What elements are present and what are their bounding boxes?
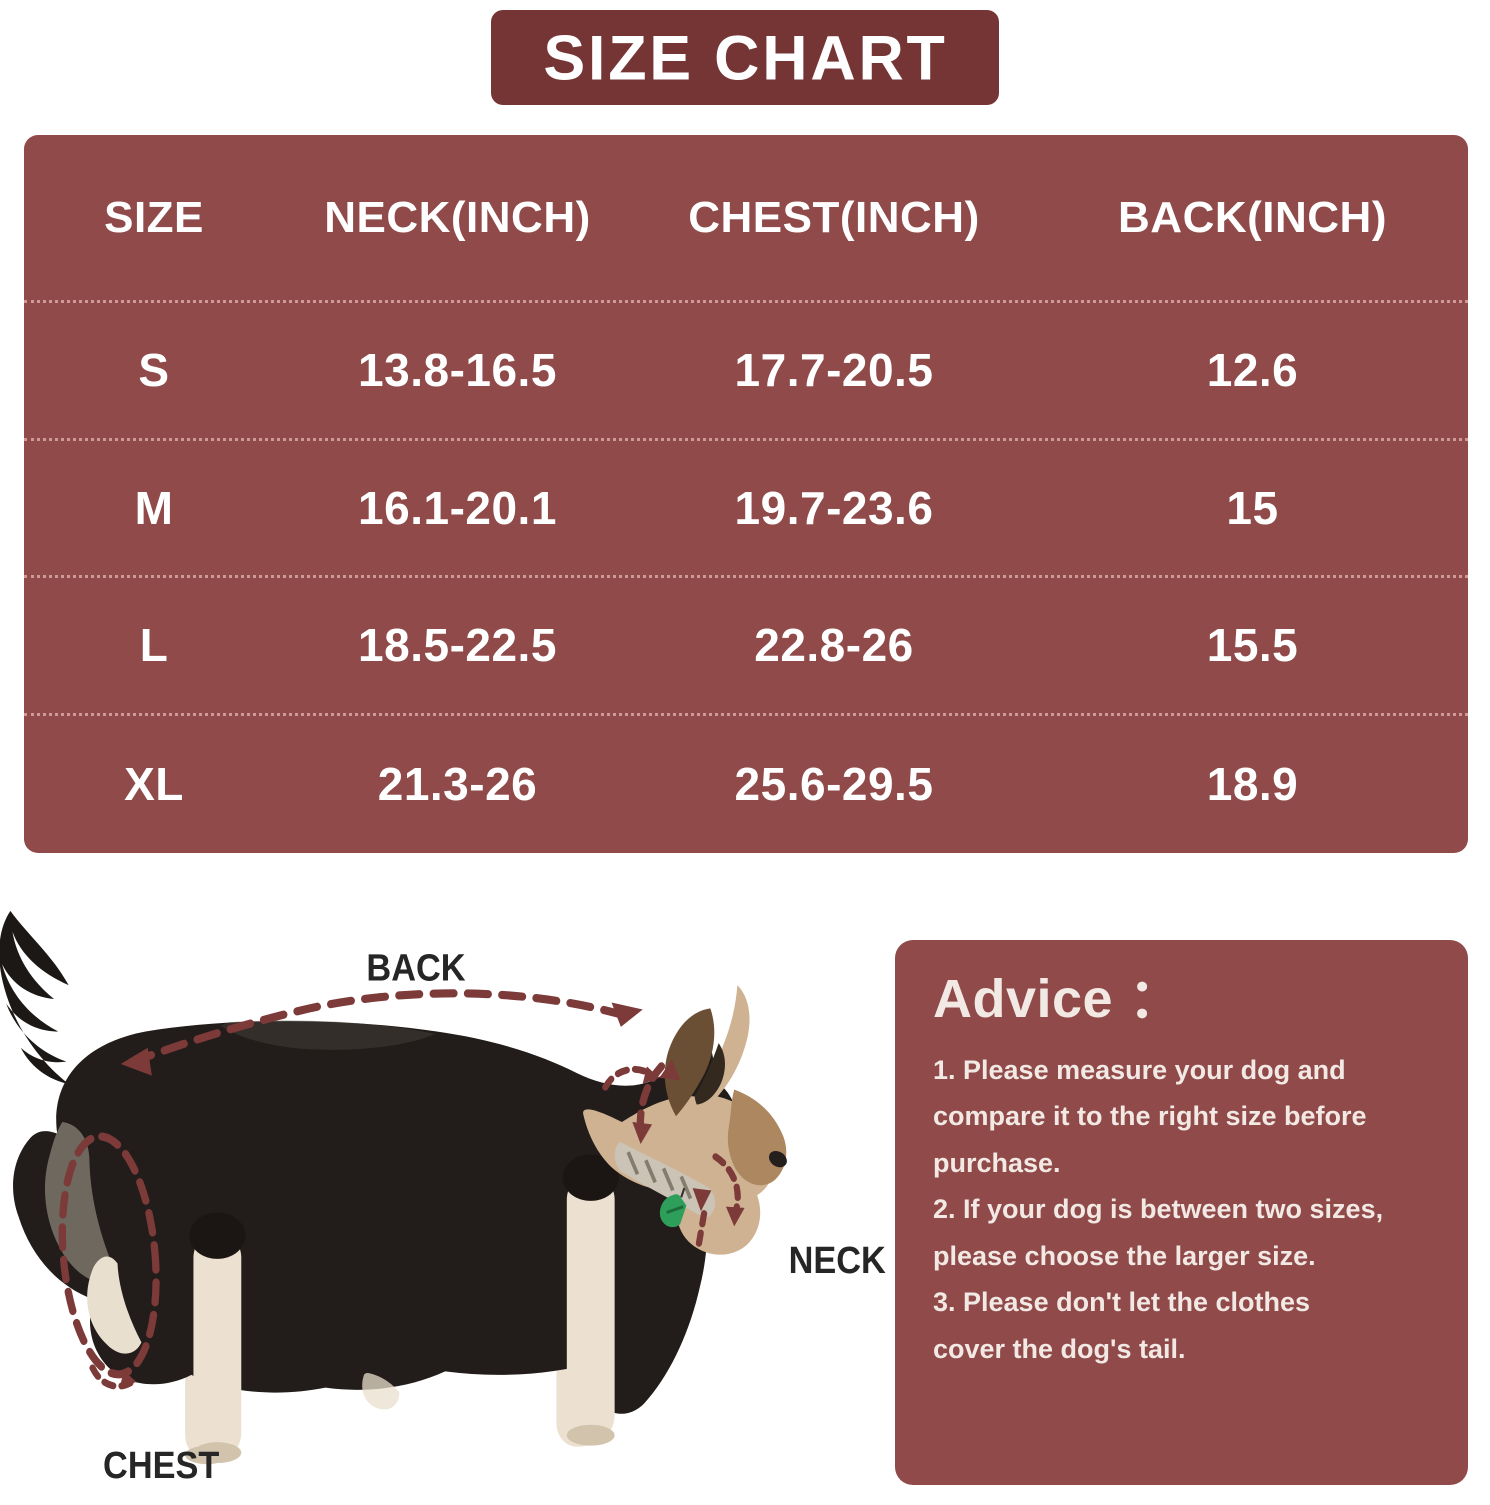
svg-text:CHEST: CHEST	[103, 1443, 219, 1486]
svg-text:NECK: NECK	[789, 1238, 886, 1281]
svg-text:BACK: BACK	[366, 946, 465, 989]
